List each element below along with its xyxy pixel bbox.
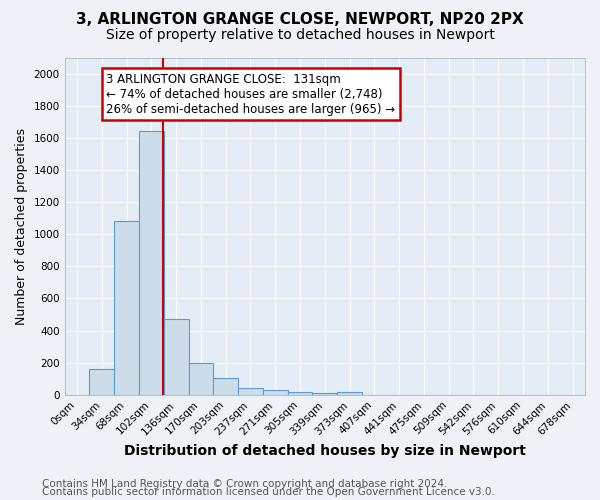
Text: 3, ARLINGTON GRANGE CLOSE, NEWPORT, NP20 2PX: 3, ARLINGTON GRANGE CLOSE, NEWPORT, NP20… <box>76 12 524 28</box>
Bar <box>287 392 313 395</box>
Bar <box>214 378 238 395</box>
Bar <box>238 388 263 395</box>
Bar <box>337 392 362 395</box>
Bar <box>263 390 287 395</box>
Bar <box>188 362 214 395</box>
Text: Size of property relative to detached houses in Newport: Size of property relative to detached ho… <box>106 28 494 42</box>
Bar <box>139 132 164 395</box>
Text: 3 ARLINGTON GRANGE CLOSE:  131sqm
← 74% of detached houses are smaller (2,748)
2: 3 ARLINGTON GRANGE CLOSE: 131sqm ← 74% o… <box>106 72 395 116</box>
Y-axis label: Number of detached properties: Number of detached properties <box>15 128 28 324</box>
Bar <box>164 320 188 395</box>
Text: Contains HM Land Registry data © Crown copyright and database right 2024.: Contains HM Land Registry data © Crown c… <box>42 479 448 489</box>
Bar <box>114 222 139 395</box>
X-axis label: Distribution of detached houses by size in Newport: Distribution of detached houses by size … <box>124 444 526 458</box>
Bar <box>89 369 114 395</box>
Text: Contains public sector information licensed under the Open Government Licence v3: Contains public sector information licen… <box>42 487 495 497</box>
Bar <box>313 393 337 395</box>
